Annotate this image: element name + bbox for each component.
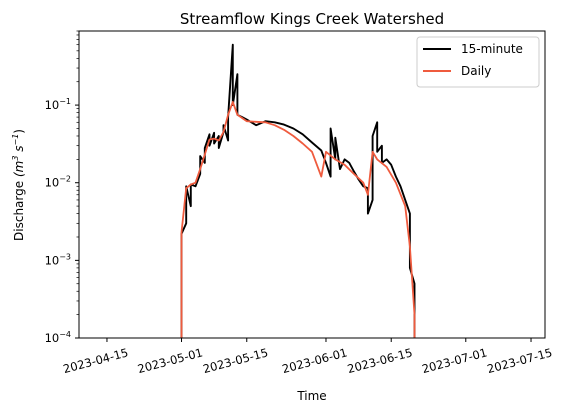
y-tick-label: 10−1 (45, 97, 71, 112)
legend: 15-minute Daily (416, 36, 540, 88)
y-axis-label-exp2: −1 (11, 134, 20, 146)
y-tick-exp: −3 (59, 252, 71, 261)
y-tick-label: 10−4 (45, 330, 71, 345)
chart-title: Streamflow Kings Creek Watershed (180, 10, 444, 28)
y-tick-base: 10 (45, 176, 60, 190)
y-axis-label: Discharge (m3 s−1) (11, 129, 26, 241)
x-tick-label: 2023-07-01 (420, 345, 488, 376)
y-axis-label-mid: s (12, 146, 26, 156)
y-tick-label: 10−3 (45, 252, 71, 267)
x-tick-label: 2023-05-15 (201, 345, 269, 376)
x-tick-label: 2023-07-15 (486, 345, 554, 376)
plot-frame (78, 30, 546, 339)
y-tick-base: 10 (45, 98, 60, 112)
x-tick-label: 2023-06-15 (346, 345, 414, 376)
series-layer (180, 43, 416, 338)
x-axis-label: Time (296, 389, 326, 403)
y-axis-label-close: ) (12, 129, 26, 134)
legend-label-15-minute: 15-minute (461, 42, 523, 56)
y-tick-base: 10 (45, 253, 60, 267)
legend-label-daily: Daily (461, 64, 491, 78)
y-tick-exp: −1 (59, 97, 71, 106)
x-tick-label: 2023-05-01 (136, 345, 204, 376)
series-line-15-minute (180, 43, 416, 338)
y-tick-base: 10 (45, 331, 60, 345)
y-axis-label-exp1: 3 (11, 156, 20, 161)
x-tick-label: 2023-06-01 (281, 345, 349, 376)
y-tick-exp: −4 (59, 330, 71, 339)
y-tick-label: 10−2 (45, 175, 71, 190)
y-axis-label-unit: (m (12, 161, 26, 177)
x-tick-label: 2023-04-15 (62, 345, 130, 376)
series-line-daily (180, 101, 416, 338)
y-tick-exp: −2 (59, 175, 71, 184)
y-axis-label-text: Discharge (12, 181, 26, 241)
